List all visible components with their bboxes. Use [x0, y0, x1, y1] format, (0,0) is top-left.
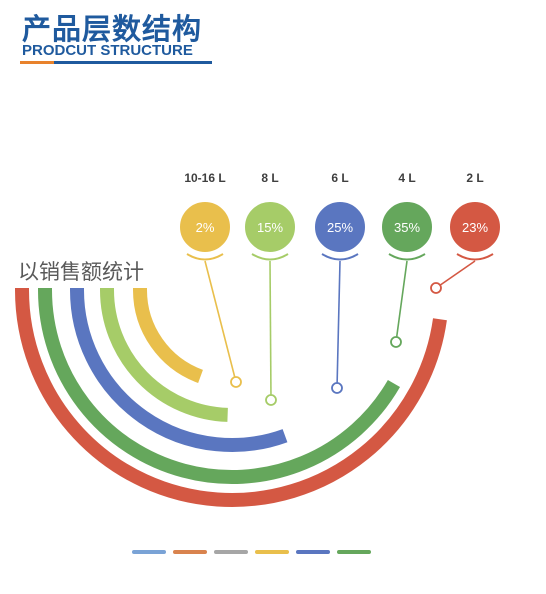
connector-2-l [435, 260, 476, 289]
value-circle-2-l [448, 200, 502, 254]
legend-bar-4 [255, 550, 289, 554]
circle-base-10-16-l [186, 253, 224, 261]
legend-bar-6 [337, 550, 371, 554]
value-circle-8-l [243, 200, 297, 254]
value-label-2-l: 23% [462, 220, 488, 235]
value-label-6-l: 25% [327, 220, 353, 235]
connectors-group [204, 260, 476, 406]
category-circles: 2% 15% 25% 35% 23% [178, 200, 502, 261]
underline-blue-segment [54, 61, 212, 64]
category-label-10-16-l: 10-16 L [184, 171, 225, 185]
connector-6-l [336, 260, 341, 389]
value-label-4-l: 35% [394, 220, 420, 235]
legend-bar-1 [132, 550, 166, 554]
connector-dot-6-l [331, 382, 343, 394]
category-label-6-l: 6 L [331, 171, 348, 185]
value-circle-10-16-l [178, 200, 232, 254]
connector-dot-10-16-l [230, 376, 242, 388]
circle-base-2-l [456, 253, 494, 261]
circle-base-6-l [321, 253, 359, 261]
underline-orange-segment [20, 61, 54, 64]
arc-6-l [70, 288, 288, 452]
connector-8-l [269, 260, 272, 401]
connector-dot-2-l [430, 282, 442, 294]
connector-dot-8-l [265, 394, 277, 406]
page-title: 产品层数结构 [22, 12, 203, 46]
value-label-10-16-l: 2% [196, 220, 215, 235]
circle-base-4-l [388, 253, 426, 261]
page-subtitle: PRODCUT STRUCTURE [22, 42, 193, 59]
value-label-8-l: 15% [257, 220, 283, 235]
category-labels: 10-16 L 8 L 6 L 4 L 2 L [184, 171, 483, 185]
legend-bar-5 [296, 550, 330, 554]
value-circle-4-l [380, 200, 434, 254]
legend-bar-3 [214, 550, 248, 554]
arc-10-16-l [133, 288, 204, 384]
arc-8-l [100, 288, 228, 422]
arc-4-l [38, 288, 401, 484]
connector-4-l [395, 260, 408, 343]
connector-10-16-l [204, 260, 237, 383]
legend-bar-2 [173, 550, 207, 554]
circle-base-8-l [251, 253, 289, 261]
value-circle-6-l [313, 200, 367, 254]
category-label-2-l: 2 L [466, 171, 483, 185]
arcs-group [15, 288, 447, 507]
category-label-8-l: 8 L [261, 171, 278, 185]
title-underline [20, 61, 212, 64]
category-label-4-l: 4 L [398, 171, 415, 185]
arc-2-l [15, 288, 447, 507]
bottom-legend [132, 550, 371, 554]
side-label: 以销售额统计 [18, 260, 144, 284]
connector-dot-4-l [390, 336, 402, 348]
